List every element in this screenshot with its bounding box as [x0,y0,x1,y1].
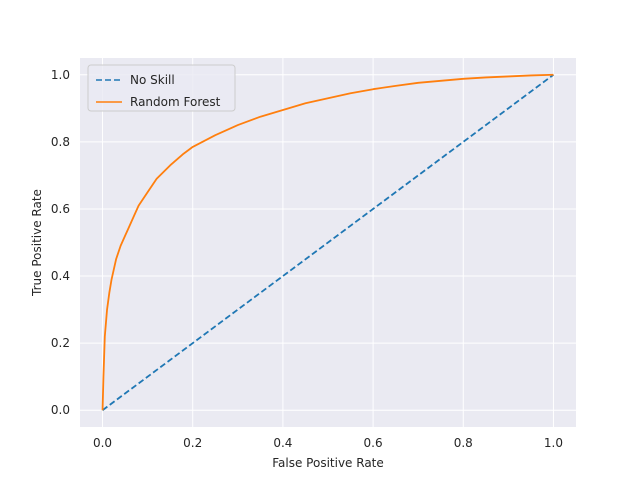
series-layer [101,73,554,411]
x-axis-label: False Positive Rate [272,456,384,470]
series-line-random-forest [101,73,554,411]
legend-label-random-forest: Random Forest [130,95,221,109]
y-tick-label: 0.8 [51,135,70,149]
y-tick-label: 0.2 [51,336,70,350]
x-axis-ticks: 0.0 0.2 0.4 0.6 0.8 1.0 [93,436,563,450]
y-tick-label: 1.0 [51,68,70,82]
y-axis-label: True Positive Rate [30,189,44,297]
legend-box [87,64,236,112]
y-tick-label: 0.0 [51,403,70,417]
x-tick-label: 0.0 [93,436,112,450]
y-axis-ticks: 0.0 0.2 0.4 0.6 0.8 1.0 [51,68,70,417]
x-tick-label: 1.0 [544,436,563,450]
grid [80,58,576,427]
y-tick-label: 0.6 [51,202,70,216]
series-line-no-skill [102,74,554,411]
legend-label-no-skill: No Skill [130,73,175,87]
x-tick-label: 0.6 [364,436,383,450]
x-tick-label: 0.4 [273,436,292,450]
x-tick-label: 0.2 [183,436,202,450]
y-tick-label: 0.4 [51,269,70,283]
x-tick-label: 0.8 [454,436,473,450]
legend: No Skill Random Forest [87,64,236,112]
